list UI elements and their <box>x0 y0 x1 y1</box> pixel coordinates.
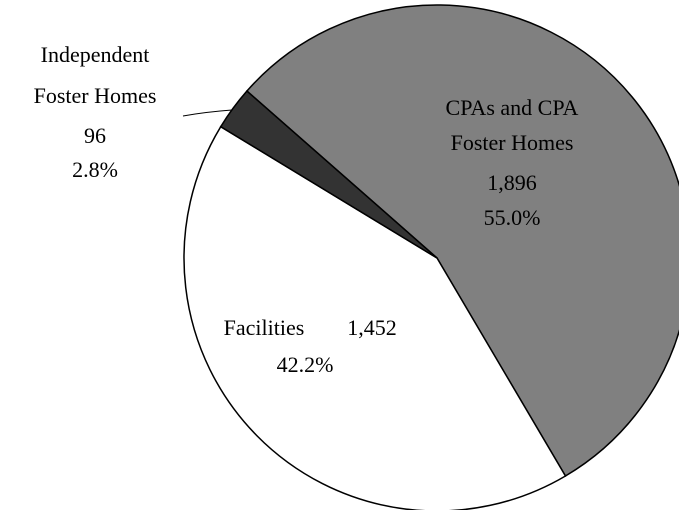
slice-label: Facilities <box>224 315 305 340</box>
percent-label: 55.0% <box>484 205 541 230</box>
slice-label: Independent <box>41 42 150 67</box>
pie-slice <box>219 89 438 259</box>
slice-label: Foster Homes <box>451 130 574 155</box>
leader-line <box>182 109 233 117</box>
value-label: 1,896 <box>487 170 537 195</box>
pie-slice <box>183 125 567 510</box>
slice-label: Foster Homes <box>34 83 157 108</box>
slice-label: CPAs and CPA <box>446 95 579 120</box>
percent-label: 42.2% <box>277 352 334 377</box>
pie-slice <box>245 4 679 477</box>
value-label: 96 <box>84 123 106 148</box>
value-label: 1,452 <box>347 315 397 340</box>
percent-label: 2.8% <box>72 157 118 182</box>
